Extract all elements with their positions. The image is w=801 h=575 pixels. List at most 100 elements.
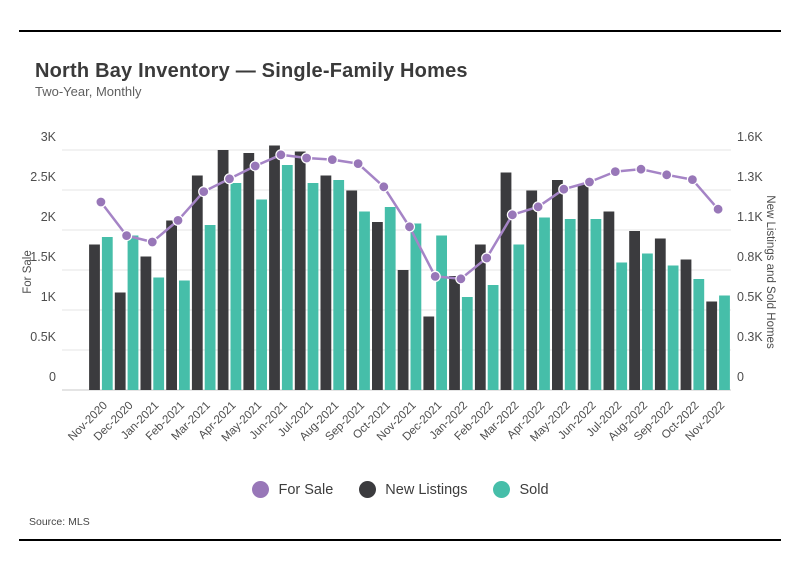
bar-new-listings[interactable] [294,151,306,391]
legend-item-for-sale[interactable]: For Sale [252,481,333,498]
line-point-for-sale[interactable] [661,169,673,181]
bar-sold[interactable] [590,219,602,390]
y-axis-tick-label-right: 1.6K [737,130,763,144]
y-axis-tick-label-right: 1.3K [737,170,763,184]
bar-new-listings[interactable] [500,172,512,391]
line-point-for-sale[interactable] [686,174,699,186]
line-point-for-sale[interactable] [146,236,158,248]
bar-new-listings[interactable] [474,244,486,391]
bar-new-listings[interactable] [346,190,358,391]
line-point-for-sale[interactable] [481,252,493,264]
line-point-for-sale[interactable] [249,160,261,172]
bar-new-listings[interactable] [269,145,280,391]
y-axis-tick-label-right: 1.1K [737,210,763,224]
line-point-for-sale[interactable] [609,166,621,178]
y-axis-tick-label-right: 0.8K [737,250,763,264]
bar-sold[interactable] [719,295,730,391]
line-point-for-sale[interactable] [532,201,544,213]
line-point-for-sale[interactable] [378,181,390,193]
bar-new-listings[interactable] [654,238,666,391]
bar-sold[interactable] [410,223,422,391]
line-point-for-sale[interactable] [275,149,287,161]
line-point-for-sale[interactable] [403,221,416,233]
line-point-for-sale[interactable] [558,183,570,195]
bar-sold[interactable] [642,253,653,391]
sold-legend-dot-icon [493,481,511,498]
bar-sold[interactable] [384,207,396,390]
bar-new-listings[interactable] [217,150,229,390]
line-point-for-sale[interactable] [301,152,313,164]
bar-new-listings[interactable] [320,175,332,391]
bar-new-listings[interactable] [552,180,563,390]
left-axis-title: For Sale [22,250,34,293]
y-axis-tick-label-left: 2K [41,210,57,224]
bar-new-listings[interactable] [526,190,538,391]
bar-new-listings[interactable] [706,301,718,391]
bar-sold[interactable] [616,262,628,391]
line-point-for-sale[interactable] [455,273,467,285]
bar-new-listings[interactable] [680,259,692,391]
bar-sold[interactable] [153,277,165,391]
line-point-for-sale[interactable] [635,163,647,175]
y-axis-tick-label-right: 0 [737,370,744,384]
bar-new-listings[interactable] [191,175,203,391]
y-axis-tick-label-left: 2.5K [30,170,56,184]
bar-sold[interactable] [539,217,550,391]
y-axis-tick-label-left: 0 [49,370,56,384]
bar-sold[interactable] [513,244,525,391]
bar-new-listings[interactable] [423,316,435,391]
legend-label: Sold [519,481,549,498]
y-axis-tick-label-left: 0.5K [30,330,56,344]
line-point-for-sale[interactable] [95,196,107,208]
bar-sold[interactable] [667,265,679,391]
y-axis-tick-label-left: 1.5K [30,250,56,264]
bar-sold[interactable] [487,285,499,390]
line-point-for-sale[interactable] [506,209,519,221]
right-axis-title: New Listings and Sold Homes [764,195,776,349]
bar-sold[interactable] [307,183,319,390]
source-note: Source: MLS [29,516,90,528]
bar-new-listings[interactable] [397,270,409,390]
bar-new-listings[interactable] [140,256,152,391]
bar-new-listings[interactable] [166,220,177,391]
line-point-for-sale[interactable] [223,173,236,185]
line-point-for-sale[interactable] [352,158,364,170]
bar-sold[interactable] [333,180,345,390]
bar-new-listings[interactable] [89,244,100,391]
bar-sold[interactable] [230,183,242,390]
bar-new-listings[interactable] [243,153,255,390]
bar-new-listings[interactable] [603,211,615,391]
bar-sold[interactable] [359,211,370,391]
bar-new-listings[interactable] [577,184,589,391]
for-sale-legend-dot-icon [252,481,270,498]
line-point-for-sale[interactable] [712,203,724,215]
bar-new-listings[interactable] [629,231,640,390]
line-point-for-sale[interactable] [583,176,596,188]
bottom-rule [19,539,781,541]
bar-sold[interactable] [281,165,293,390]
bar-new-listings[interactable] [372,222,383,390]
bar-sold[interactable] [179,280,190,391]
bar-new-listings[interactable] [114,292,126,391]
legend-item-new-listings[interactable]: New Listings [359,481,467,498]
bar-sold[interactable] [564,219,576,390]
bar-sold[interactable] [127,235,139,391]
line-point-for-sale[interactable] [120,230,133,242]
line-point-for-sale[interactable] [198,186,210,198]
bar-sold[interactable] [461,297,473,390]
bar-sold[interactable] [204,225,216,390]
legend-item-sold[interactable]: Sold [493,481,549,498]
bar-sold[interactable] [436,235,447,391]
line-point-for-sale[interactable] [326,154,338,166]
bar-new-listings[interactable] [449,276,460,390]
bar-sold[interactable] [256,199,267,391]
line-point-for-sale[interactable] [172,214,184,226]
y-axis-tick-label-right: 0.5K [737,290,763,304]
line-point-for-sale[interactable] [429,270,441,282]
legend-label: For Sale [278,481,334,498]
bar-sold[interactable] [693,279,705,390]
bar-sold[interactable] [101,237,113,390]
top-rule [19,30,781,32]
y-axis-tick-label-left: 3K [41,130,57,144]
